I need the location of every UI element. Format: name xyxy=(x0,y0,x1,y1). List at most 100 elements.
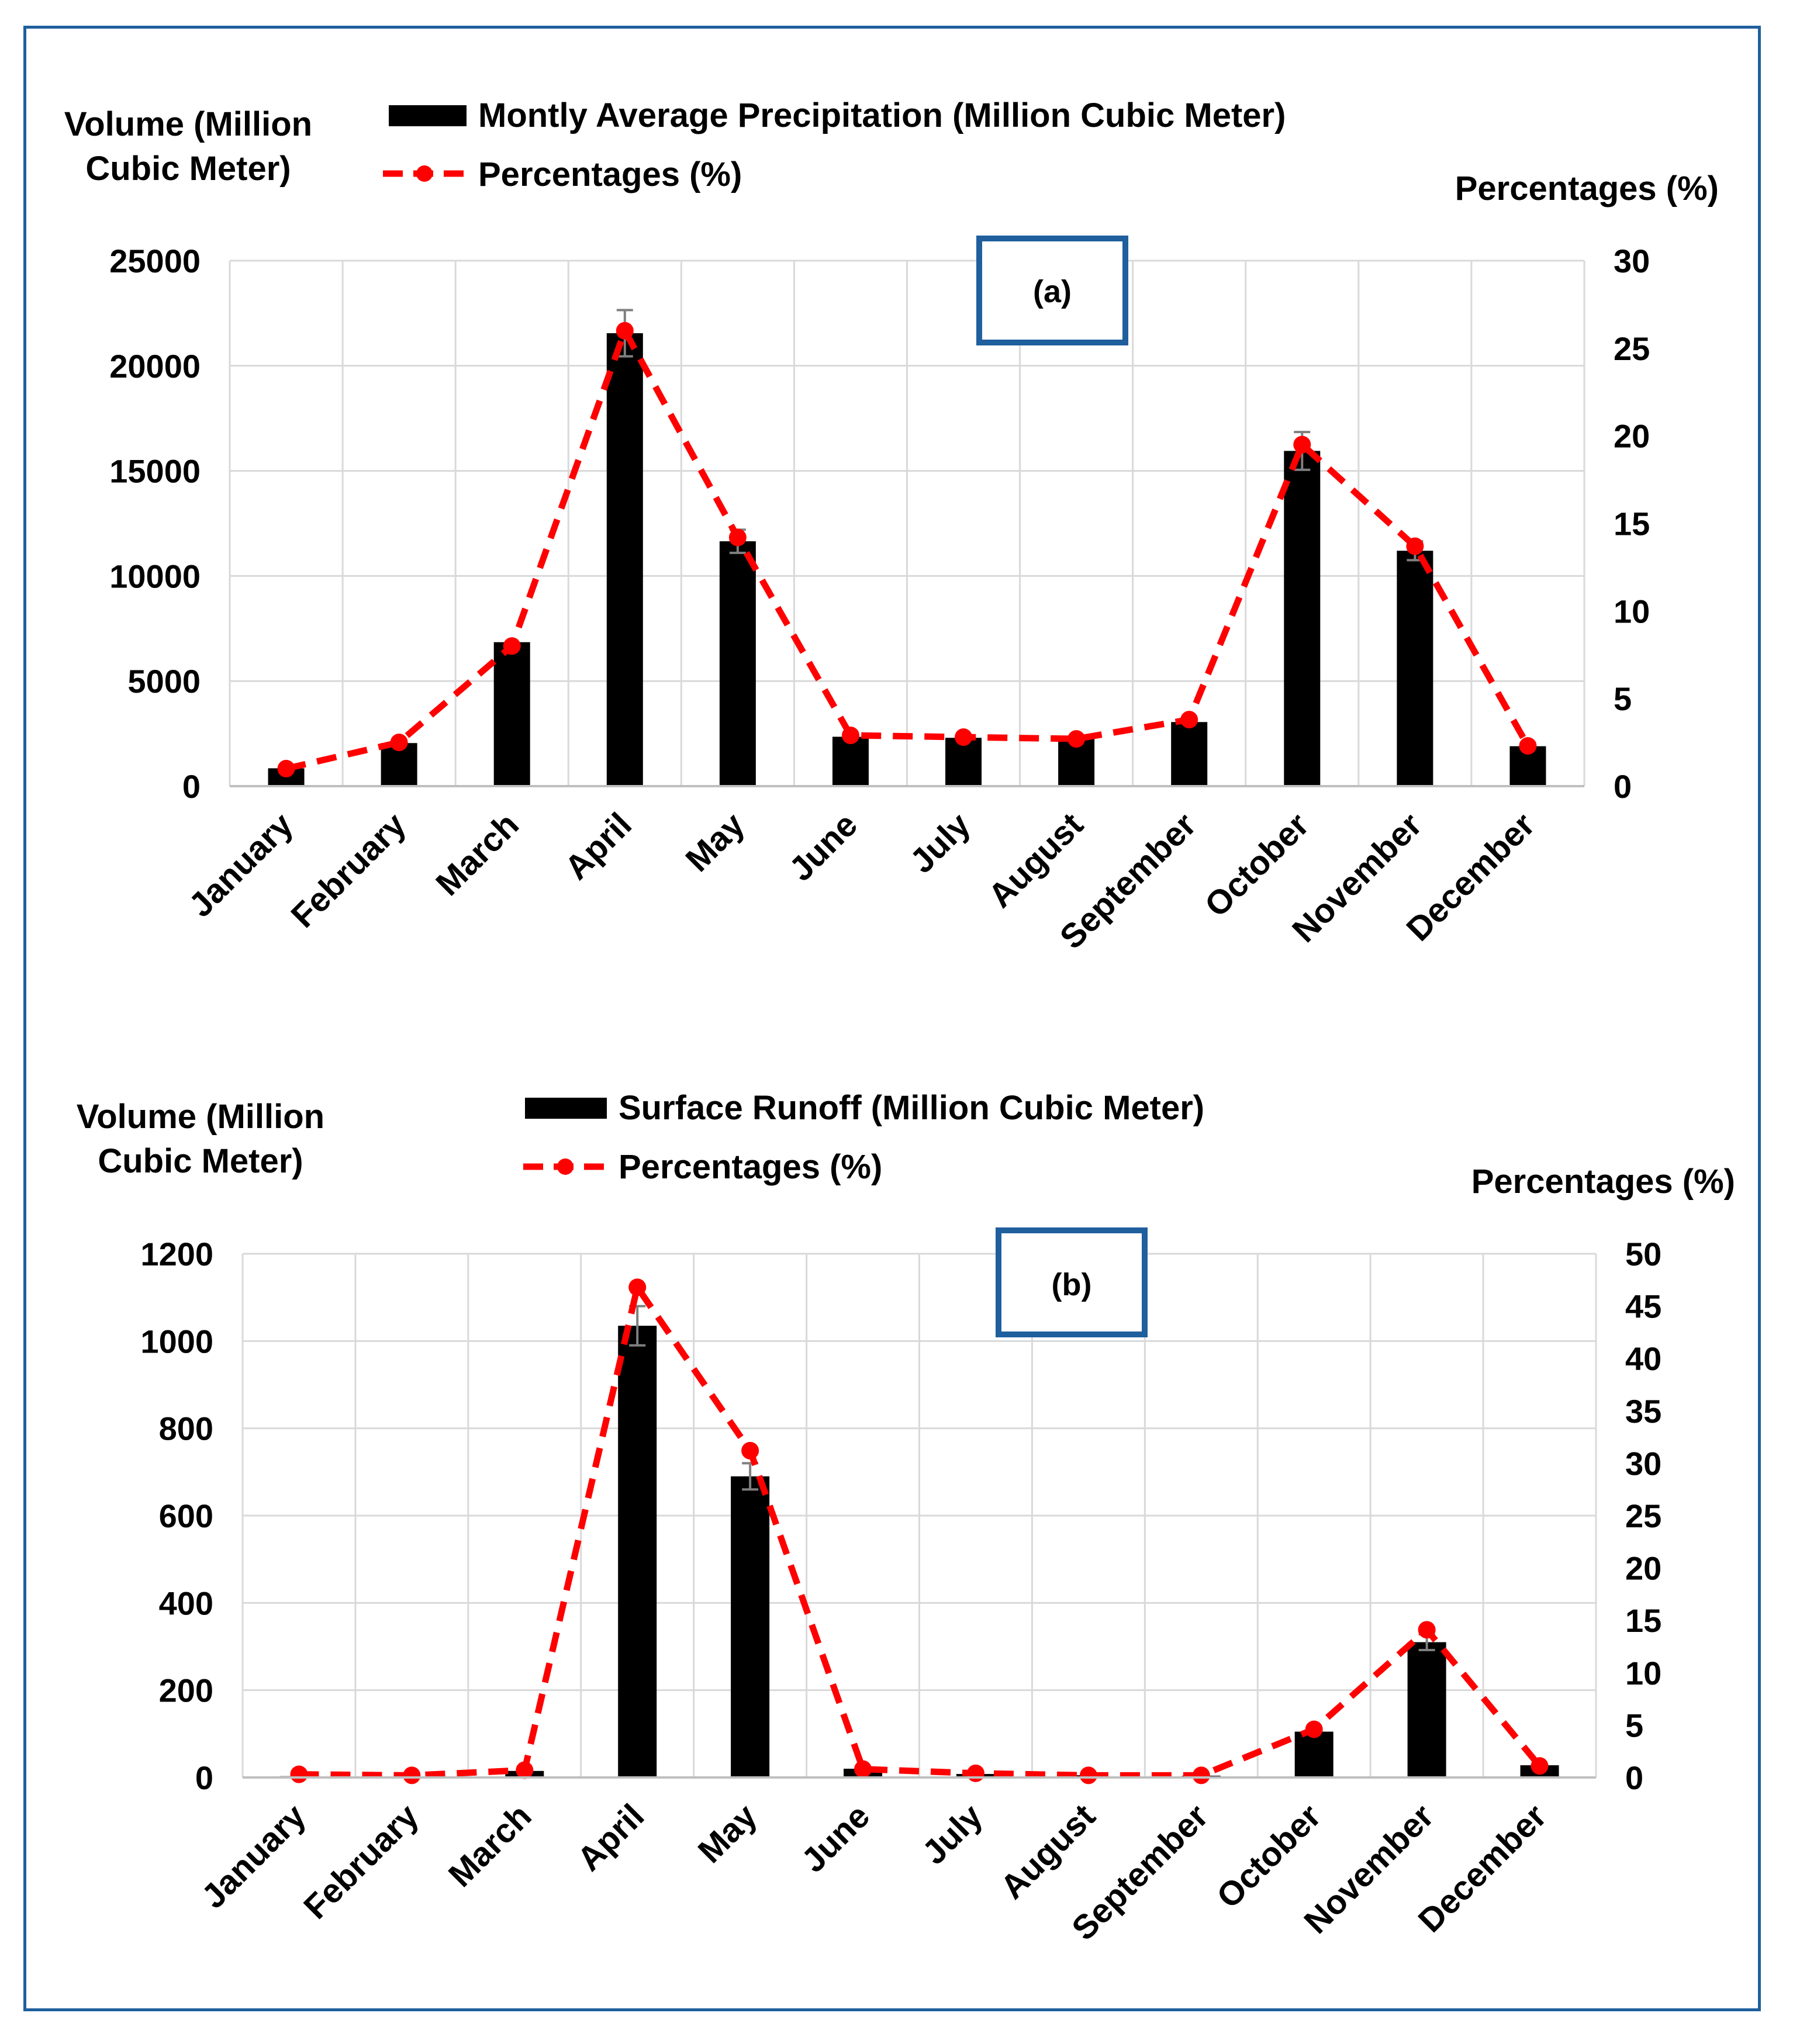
bar xyxy=(731,1476,770,1777)
bar xyxy=(1397,551,1433,786)
percentage-point xyxy=(1180,711,1198,729)
percentage-point xyxy=(955,728,973,746)
chart-b: 0 200 400 600 800 1000 1200 0 5 10 15 20 25 30 35 40 45 5… xyxy=(77,1089,1735,1948)
gridlines xyxy=(241,1253,1597,1779)
y-axis-title-line1: Volume (Million xyxy=(77,1098,324,1136)
y-axis-title-line2: Cubic Meter) xyxy=(85,150,291,188)
percentage-point xyxy=(1192,1766,1210,1784)
y2-axis-title: Percentages (%) xyxy=(1455,170,1719,207)
y-tick-label: 0 xyxy=(182,768,201,805)
x-tick-label: February xyxy=(296,1797,426,1926)
percentage-point xyxy=(728,528,747,547)
bar xyxy=(1284,451,1321,786)
percentage-point xyxy=(1305,1720,1323,1738)
axes: 0 200 400 600 800 1000 1200 0 5 10 15 20 25 30 35 40 45 5… xyxy=(140,1236,1661,1948)
y2-tick-label: 10 xyxy=(1614,593,1650,630)
y-tick-label: 0 xyxy=(195,1759,213,1796)
gridlines xyxy=(229,260,1585,787)
y-axis-title-line1: Volume (Million xyxy=(64,105,312,143)
bar xyxy=(606,333,643,786)
x-tick-label: January xyxy=(194,1797,313,1915)
percentage-line xyxy=(299,1284,1542,1779)
line-series xyxy=(290,1278,1549,1784)
percentage-line xyxy=(285,327,1531,772)
legend-label-line: Percentages (%) xyxy=(478,155,742,193)
percentage-point xyxy=(1293,435,1311,454)
x-tick-label: May xyxy=(691,1797,765,1870)
percentage-point xyxy=(628,1278,647,1296)
y-tick-label: 5000 xyxy=(127,663,201,700)
bar-series xyxy=(279,1305,1559,1778)
percentage-point xyxy=(403,1766,421,1784)
bar xyxy=(719,541,756,786)
y2-tick-label: 20 xyxy=(1625,1550,1661,1587)
y2-tick-label: 10 xyxy=(1625,1655,1661,1692)
legend-label-bar: Montly Average Precipitation (Million Cu… xyxy=(478,96,1286,134)
percentage-point xyxy=(516,1761,534,1779)
y-tick-label: 600 xyxy=(159,1497,213,1534)
legend-label-line: Percentages (%) xyxy=(619,1148,882,1186)
legend-swatch-marker xyxy=(416,165,433,182)
y-tick-label: 200 xyxy=(159,1672,213,1709)
percentage-point xyxy=(616,321,634,340)
x-tick-label: May xyxy=(678,805,752,879)
x-tick-label: March xyxy=(429,805,526,903)
x-tick-label: October xyxy=(1210,1797,1328,1915)
y-tick-label: 800 xyxy=(159,1410,213,1447)
bar xyxy=(493,642,530,786)
panel-label: (a) xyxy=(1033,274,1072,309)
y2-axis-title: Percentages (%) xyxy=(1471,1163,1735,1201)
y2-tick-label: 5 xyxy=(1614,680,1632,717)
y-tick-label: 15000 xyxy=(109,453,201,490)
y-tick-label: 400 xyxy=(159,1585,213,1621)
bar xyxy=(1407,1642,1446,1777)
x-tick-label: April xyxy=(558,805,639,887)
percentage-point xyxy=(390,734,408,752)
y2-tick-label: 25 xyxy=(1625,1497,1661,1534)
x-tick-label: August xyxy=(993,1797,1103,1906)
y2-tick-label: 50 xyxy=(1625,1236,1661,1272)
percentage-point xyxy=(966,1764,984,1782)
y-axis-title-line2: Cubic Meter) xyxy=(98,1142,303,1180)
y2-tick-label: 15 xyxy=(1625,1602,1661,1639)
x-tick-label: March xyxy=(441,1797,539,1894)
line-series xyxy=(277,321,1537,778)
legend-label-bar: Surface Runoff (Million Cubic Meter) xyxy=(619,1089,1204,1127)
x-tick-label: June xyxy=(782,805,865,888)
y-tick-label: 20000 xyxy=(109,348,201,385)
x-tick-label: February xyxy=(284,805,413,935)
y-tick-label: 25000 xyxy=(109,243,201,279)
y2-tick-label: 0 xyxy=(1625,1759,1643,1796)
bar xyxy=(618,1326,657,1777)
x-tick-label: January xyxy=(181,805,300,924)
figure-frame xyxy=(23,26,1761,2011)
x-tick-label: July xyxy=(903,805,977,880)
y2-tick-label: 30 xyxy=(1625,1445,1661,1482)
percentage-point xyxy=(1519,737,1537,755)
percentage-point xyxy=(841,727,859,745)
legend-swatch-bar xyxy=(389,105,467,126)
panel-label: (b) xyxy=(1052,1267,1092,1302)
panel-label-box xyxy=(996,1227,1148,1337)
y2-tick-label: 15 xyxy=(1614,506,1650,542)
y2-tick-label: 45 xyxy=(1625,1288,1661,1325)
y2-tick-label: 5 xyxy=(1625,1707,1643,1744)
bar xyxy=(1294,1731,1333,1777)
y-tick-label: 1000 xyxy=(140,1323,213,1360)
chart-a: 0 5000 10000 15000 20000 25000 0 5 10 15 20 25 30 Jan… xyxy=(64,96,1719,956)
x-tick-label: October xyxy=(1197,805,1316,924)
panel-label-box xyxy=(976,236,1128,345)
y-tick-label: 1200 xyxy=(140,1236,213,1272)
percentage-point xyxy=(290,1765,308,1783)
percentage-point xyxy=(277,760,295,778)
percentage-point xyxy=(1079,1766,1097,1784)
bar xyxy=(832,736,869,786)
percentage-point xyxy=(503,637,521,655)
percentage-point xyxy=(854,1760,872,1778)
y2-tick-label: 0 xyxy=(1614,768,1632,805)
x-tick-label: June xyxy=(794,1797,878,1880)
x-tick-label: July xyxy=(915,1797,990,1872)
y2-tick-label: 25 xyxy=(1614,330,1650,367)
percentage-point xyxy=(1067,730,1086,748)
percentage-point xyxy=(1531,1757,1549,1775)
